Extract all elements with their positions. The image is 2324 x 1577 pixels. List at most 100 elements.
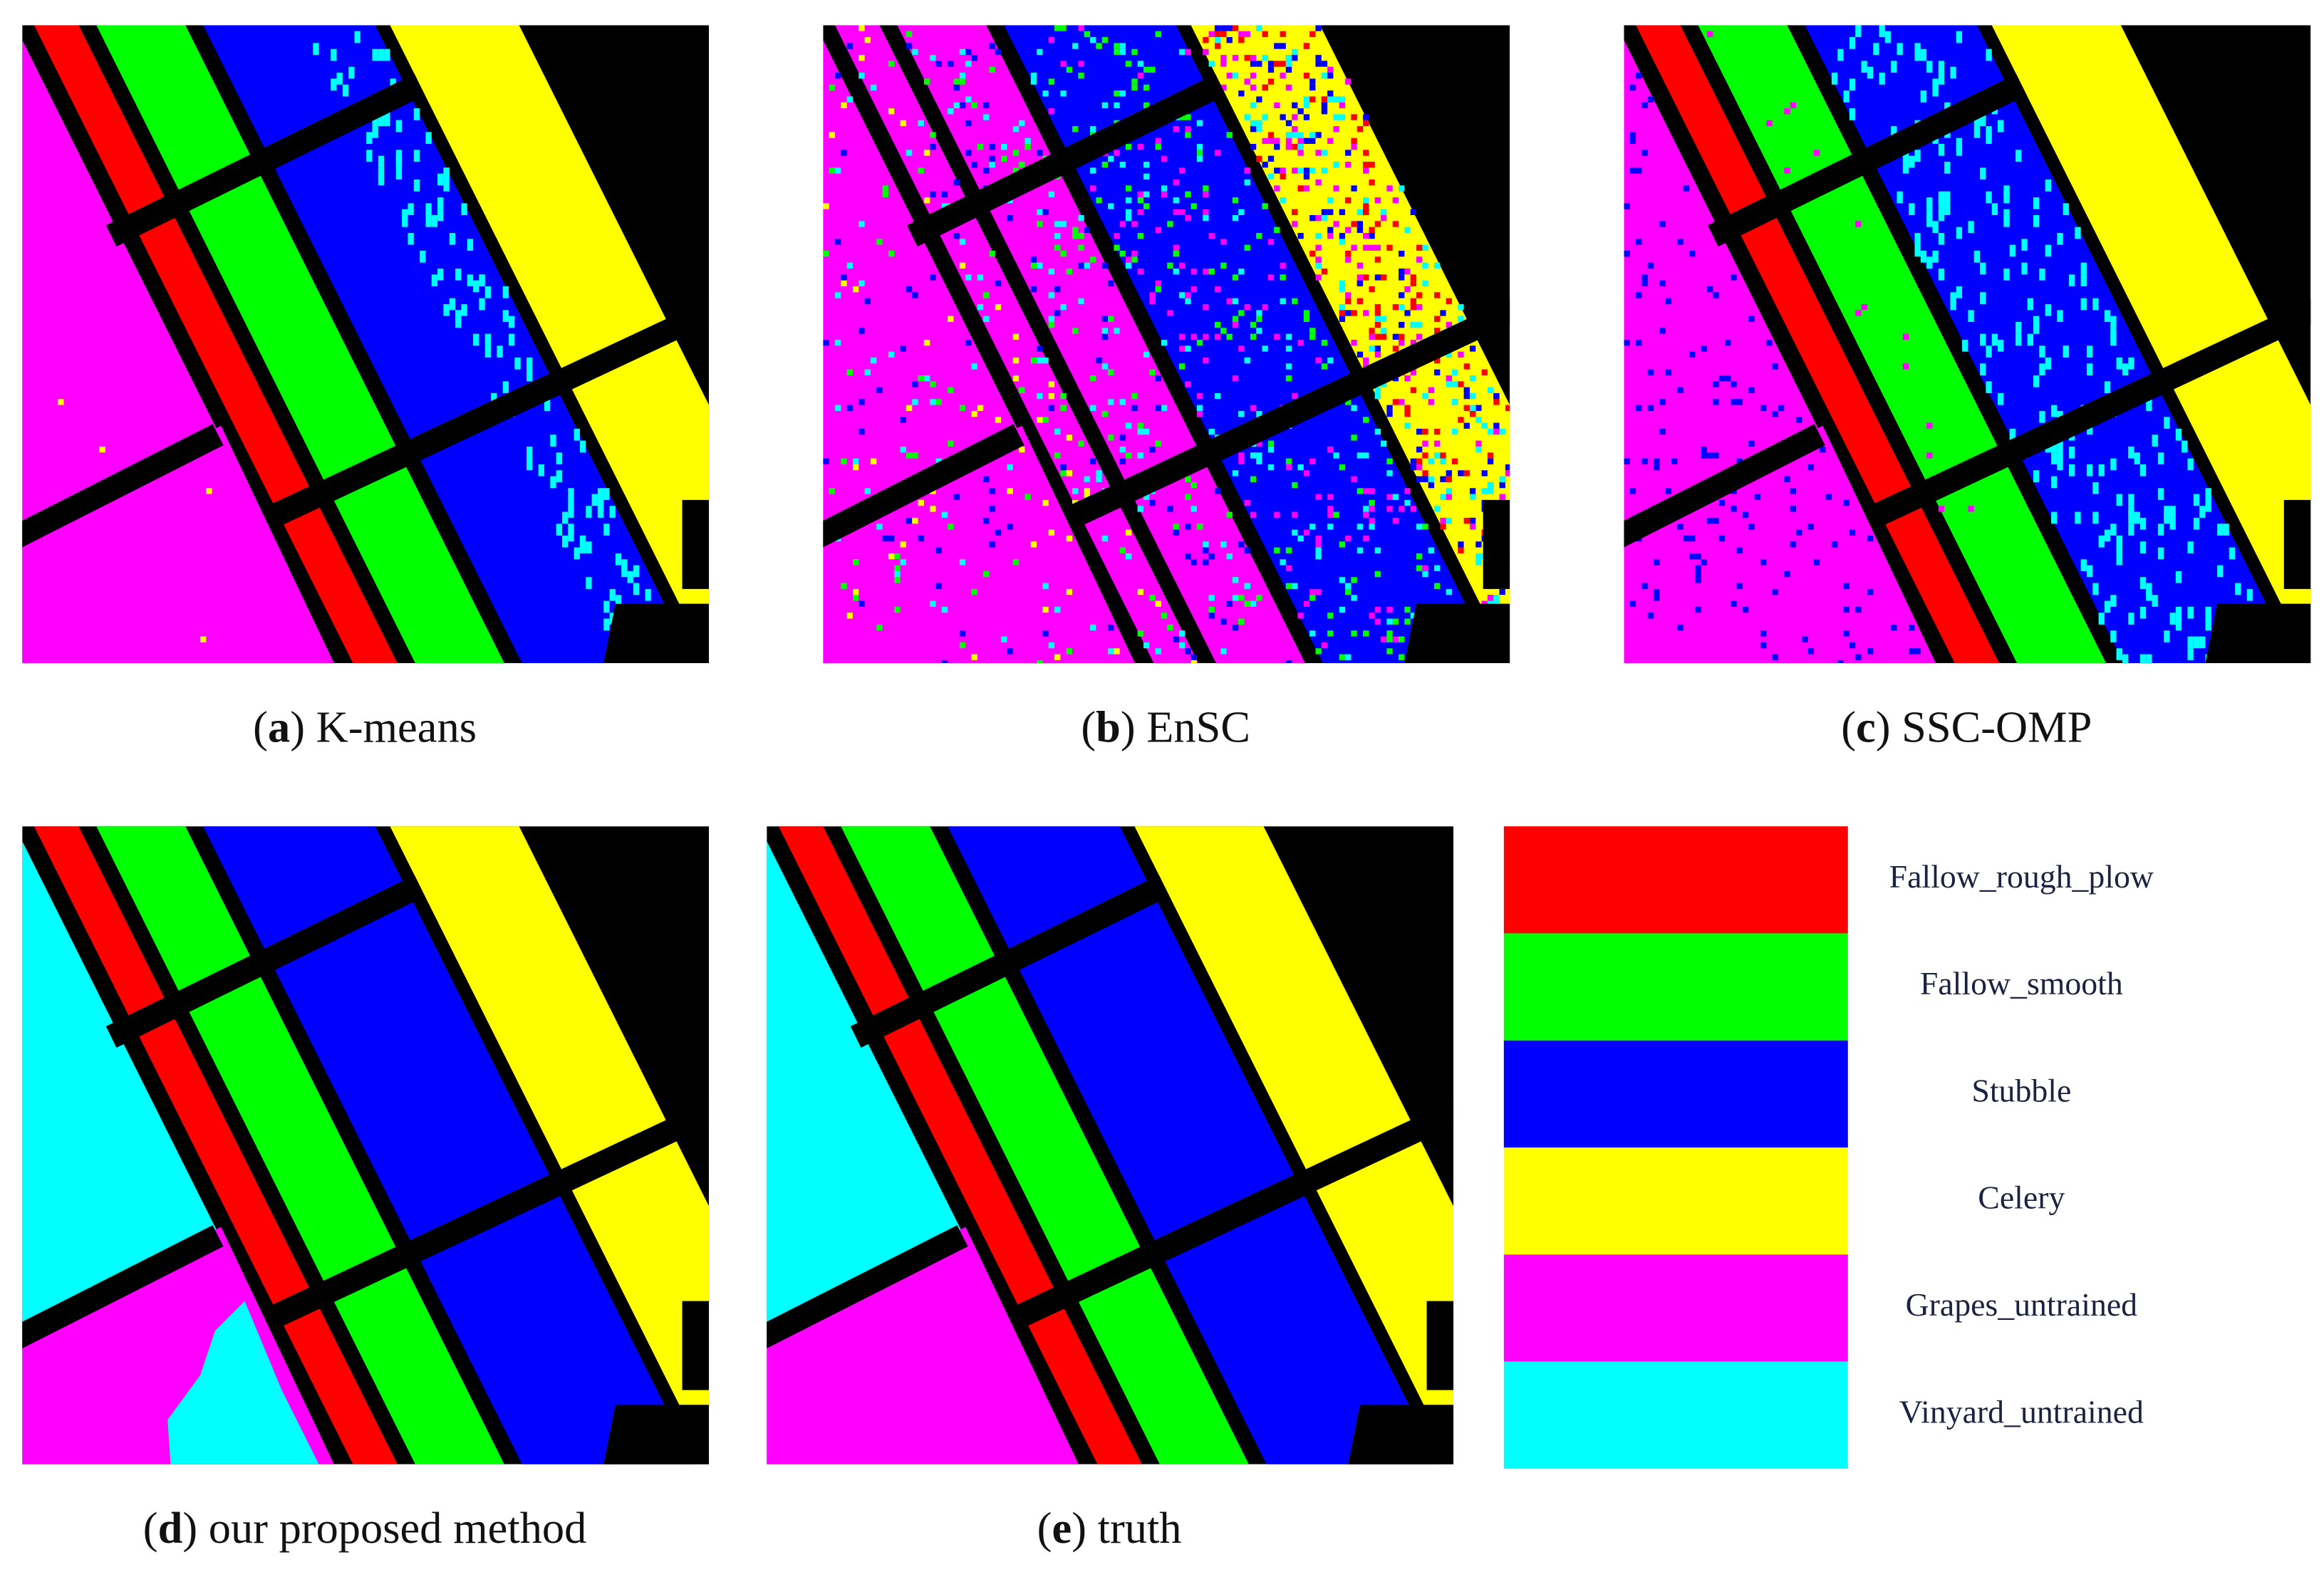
noise-pixel (941, 606, 948, 613)
noise-pixel (1321, 108, 1328, 115)
noise-pixel (1356, 126, 1364, 132)
noise-pixel (2134, 511, 2140, 524)
noise-pixel (1760, 405, 1767, 411)
noise-pixel (1037, 660, 1043, 664)
noise-pixel (1220, 262, 1227, 269)
legend-swatch (1503, 1040, 1848, 1148)
noise-pixel (1351, 339, 1357, 346)
noise-pixel (1339, 310, 1346, 316)
noise-pixel (1867, 535, 1874, 542)
noise-pixel (1748, 440, 1755, 447)
noise-pixel (408, 232, 414, 245)
noise-pixel (882, 191, 888, 198)
caption: (b) EnSC (1081, 702, 1250, 751)
noise-pixel (1713, 452, 1719, 459)
legend-swatch (1503, 1361, 1848, 1469)
noise-pixel (2175, 618, 2182, 631)
noise-pixel (484, 286, 492, 298)
noise-pixel (1766, 339, 1773, 346)
noise-pixel (1422, 392, 1428, 400)
noise-pixel (1321, 167, 1328, 174)
noise-pixel (1689, 535, 1696, 542)
noise-pixel (2169, 613, 2176, 625)
noise-pixel (538, 464, 544, 477)
noise-pixel (443, 303, 450, 316)
noise-pixel (1060, 470, 1067, 477)
noise-pixel (1208, 61, 1215, 67)
noise-pixel (834, 339, 841, 346)
noise-pixel (1315, 494, 1322, 500)
noise-pixel (586, 577, 592, 589)
noise-pixel (1410, 298, 1417, 304)
noise-pixel (1695, 606, 1701, 613)
noise-pixel (1131, 48, 1138, 56)
noise-pixel (1303, 470, 1310, 477)
noise-pixel (1137, 209, 1143, 216)
noise-pixel (1267, 239, 1275, 245)
noise-pixel (2128, 613, 2134, 625)
noise-pixel (1333, 126, 1339, 132)
noise-pixel (829, 84, 835, 91)
noise-pixel (1297, 144, 1304, 150)
noise-pixel (1902, 162, 1909, 174)
noise-pixel (1024, 494, 1031, 500)
noise-pixel (509, 333, 515, 346)
noise-pixel (1469, 410, 1476, 417)
noise-pixel (1303, 167, 1310, 174)
noise-pixel (1433, 565, 1441, 571)
noise-pixel (829, 132, 835, 138)
noise-pixel (1333, 114, 1339, 120)
noise-pixel (497, 345, 503, 358)
noise-pixel (2199, 636, 2206, 649)
noise-pixel (2116, 535, 2122, 548)
noise-pixel (1292, 144, 1298, 150)
noise-pixel (2128, 506, 2134, 518)
noise-pixel (1381, 381, 1387, 387)
noise-pixel (1309, 630, 1316, 637)
noise-pixel (935, 547, 942, 553)
field (1134, 826, 1454, 1405)
noise-pixel (1090, 375, 1096, 382)
noise-pixel (1024, 137, 1031, 145)
noise-pixel (1066, 66, 1073, 73)
noise-pixel (1090, 37, 1096, 43)
noise-pixel (2157, 488, 2164, 500)
noise-pixel (1902, 363, 1909, 370)
noise-pixel (1119, 434, 1126, 441)
noise-pixel (1256, 155, 1262, 162)
noise-pixel (1748, 316, 1755, 322)
noise-pixel (846, 405, 853, 411)
noise-pixel (1677, 387, 1684, 393)
noise-pixel (1030, 357, 1037, 364)
noise-pixel (1173, 529, 1179, 536)
noise-pixel (1292, 102, 1298, 109)
noise-pixel (1416, 476, 1423, 482)
noise-pixel (1101, 316, 1109, 322)
noise-pixel (1416, 244, 1423, 251)
noise-pixel (1707, 31, 1713, 38)
noise-pixel (2110, 316, 2117, 328)
noise-pixel (1250, 120, 1257, 127)
noise-pixel (923, 375, 930, 382)
noise-pixel (1629, 137, 1636, 145)
noise-pixel (1178, 292, 1186, 298)
noise-pixel (959, 630, 966, 637)
noise-pixel (526, 369, 533, 382)
noise-pixel (1012, 167, 1020, 174)
noise-pixel (1327, 232, 1334, 239)
noise-pixel (953, 102, 960, 109)
noise-pixel (413, 108, 420, 120)
legend-swatch (1503, 1147, 1848, 1255)
noise-pixel (1315, 61, 1322, 67)
noise-pixel (1178, 209, 1186, 216)
noise-pixel (1267, 137, 1275, 145)
noise-pixel (1007, 488, 1013, 494)
noise-pixel (1037, 357, 1043, 364)
noise-pixel (372, 126, 378, 138)
noise-pixel (1232, 321, 1239, 328)
noise-pixel (408, 203, 414, 216)
road (1062, 298, 1510, 531)
noise-pixel (1654, 464, 1660, 471)
noise-pixel (1280, 73, 1286, 79)
noise-pixel (1285, 345, 1292, 352)
